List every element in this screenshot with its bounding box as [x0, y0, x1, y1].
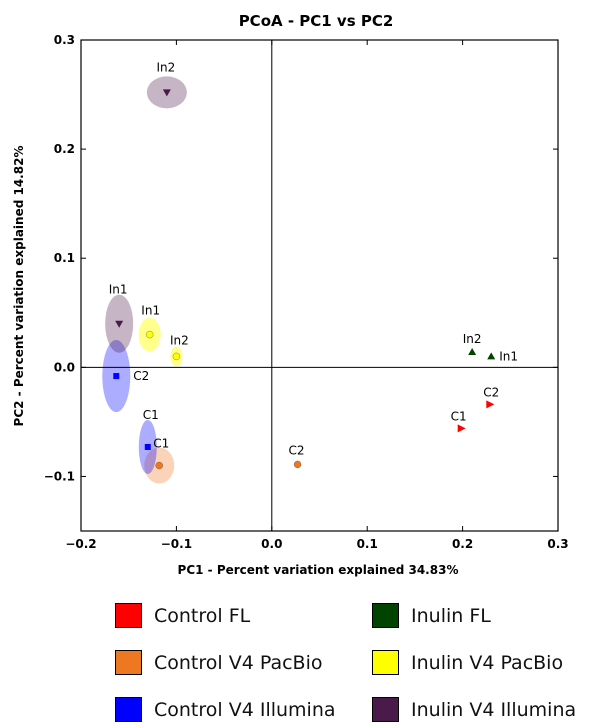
- point-label: C1: [153, 437, 169, 451]
- point-label: C2: [133, 369, 149, 383]
- confidence-ellipses: [102, 76, 187, 484]
- data-points: C1 C2 In2 In1 C1 C2 In1 In2 C1 C2 In1 In2: [109, 60, 518, 470]
- data-point: [144, 443, 151, 450]
- legend-item-inulin-v4-pacbio: Inulin V4 PacBio: [372, 650, 563, 675]
- legend-swatch-control-v4-pacbio: [115, 650, 142, 675]
- point-label: In2: [170, 333, 189, 347]
- point-label: C2: [483, 385, 499, 399]
- data-point: [293, 460, 302, 469]
- y-tick-label: 0.2: [54, 142, 75, 156]
- legend-label: Control V4 PacBio: [154, 651, 323, 674]
- x-tick-label: 0.1: [357, 537, 378, 551]
- legend-item-control-v4-pacbio: Control V4 PacBio: [115, 650, 322, 675]
- legend-label: Inulin V4 Illumina: [411, 698, 577, 721]
- y-tick-label: 0.3: [54, 33, 75, 47]
- x-tick-label: 0.0: [261, 537, 282, 551]
- data-point: [457, 424, 466, 433]
- data-point: [172, 352, 181, 361]
- x-tick-label: 0.3: [547, 537, 568, 551]
- y-tick-label: 0.0: [54, 360, 75, 374]
- legend-item-inulin-v4-illumina: Inulin V4 Illumina: [372, 697, 576, 722]
- point-label: In1: [109, 283, 128, 297]
- legend-swatch-inulin-fl: [372, 603, 399, 628]
- data-point: [155, 461, 163, 470]
- legend-swatch-inulin-v4-pacbio: [372, 650, 399, 675]
- x-tick-label: −0.2: [65, 537, 96, 551]
- y-axis-label: PC2 - Percent variation explained 14.82%: [12, 146, 26, 427]
- point-label: In1: [141, 304, 160, 318]
- legend-swatch-control-fl: [115, 603, 142, 628]
- legend-item-control-v4-illumina: Control V4 Illumina: [115, 697, 336, 722]
- x-axis-label: PC1 - Percent variation explained 34.83%: [178, 563, 459, 577]
- x-tick-label: 0.2: [452, 537, 473, 551]
- legend-swatch-inulin-v4-illumina: [372, 697, 399, 722]
- pcoa-chart: PCoA - PC1 vs PC2 −0.2 −0.1 0.0 0.1 0.2 0.3−0…: [12, 12, 569, 577]
- y-tick-label: 0.1: [54, 251, 75, 265]
- point-label: C2: [289, 443, 305, 457]
- point-label: In2: [156, 60, 175, 74]
- legend-label: Inulin V4 PacBio: [411, 651, 564, 674]
- data-point: [487, 352, 496, 360]
- legend-label: Inulin FL: [411, 604, 491, 627]
- data-point: [486, 400, 495, 409]
- legend-swatch-control-v4-illumina: [115, 697, 142, 722]
- point-label: In1: [499, 349, 518, 363]
- axes: −0.2 −0.1 0.0 0.1 0.2 0.3 −0.1 0.0 0.1 0.2 0.3: [44, 33, 569, 551]
- data-point: [115, 320, 124, 328]
- point-label: In2: [463, 332, 482, 346]
- point-label: C1: [451, 409, 467, 423]
- chart-title: PCoA - PC1 vs PC2: [239, 12, 394, 30]
- legend-item-inulin-fl: Inulin FL: [372, 603, 491, 628]
- point-label: C1: [143, 408, 159, 422]
- legend-label: Control V4 Illumina: [154, 698, 336, 721]
- plot-frame: [80, 39, 559, 532]
- data-point: [113, 373, 120, 380]
- x-tick-label: −0.1: [161, 537, 192, 551]
- data-point: [146, 330, 154, 339]
- data-point: [162, 89, 171, 97]
- legend-item-control-fl: Control FL: [115, 603, 250, 628]
- data-point: [468, 348, 477, 356]
- legend-label: Control FL: [154, 604, 251, 627]
- y-tick-label: −0.1: [44, 469, 75, 483]
